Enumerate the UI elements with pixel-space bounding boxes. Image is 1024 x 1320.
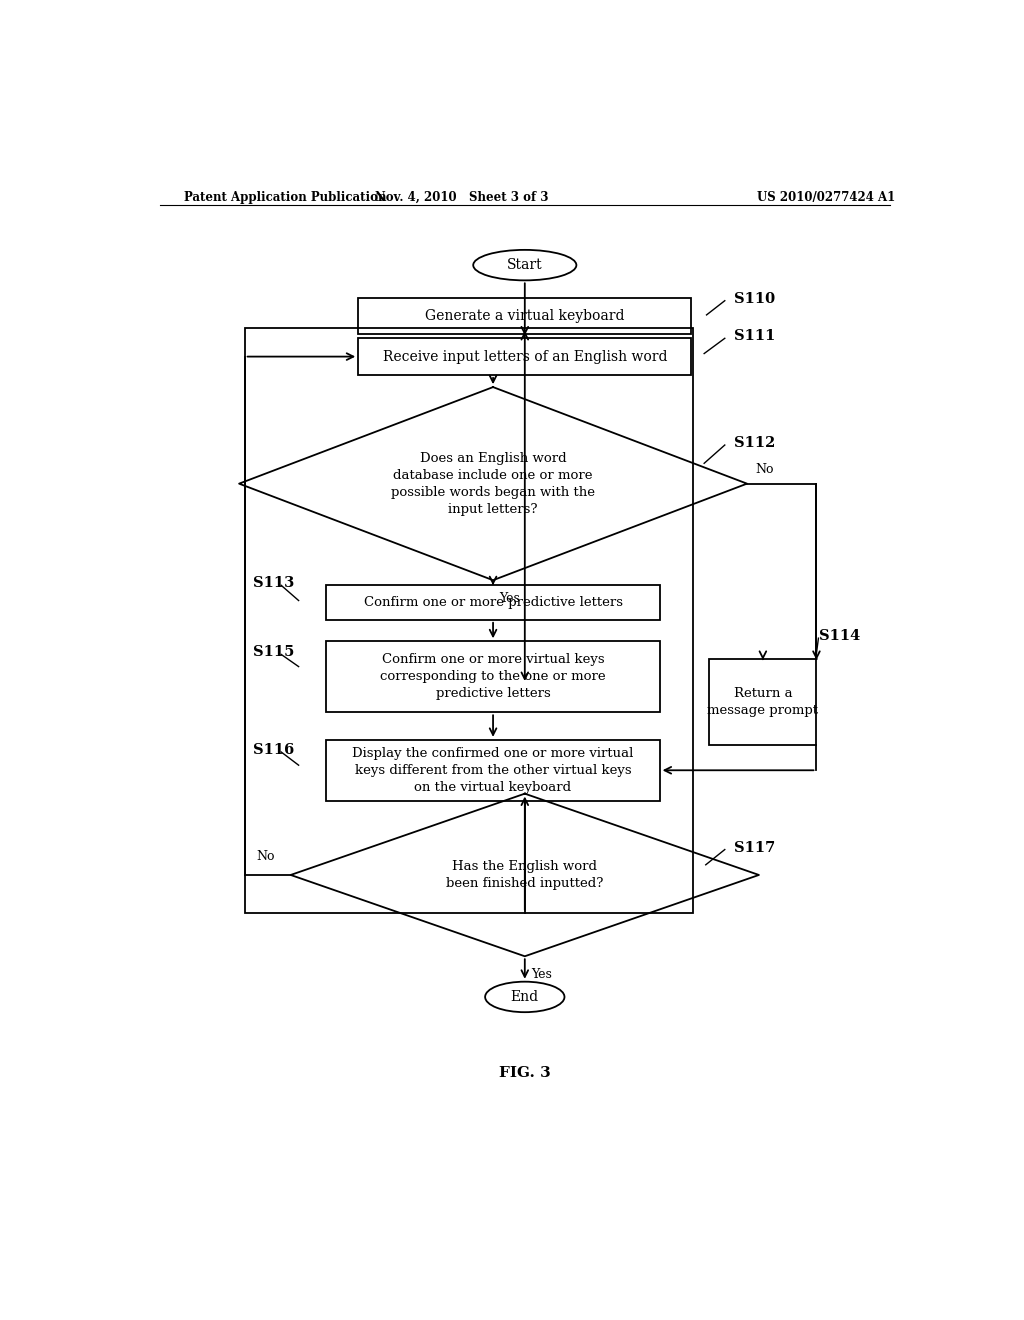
- Text: No: No: [755, 462, 773, 475]
- Text: Generate a virtual keyboard: Generate a virtual keyboard: [425, 309, 625, 323]
- Bar: [710, 659, 816, 746]
- Text: S111: S111: [733, 329, 775, 343]
- Bar: [358, 338, 691, 375]
- Text: Confirm one or more predictive letters: Confirm one or more predictive letters: [364, 597, 623, 609]
- Text: S114: S114: [819, 630, 860, 643]
- Bar: [327, 585, 659, 620]
- Text: Has the English word
been finished inputted?: Has the English word been finished input…: [446, 859, 603, 890]
- Text: No: No: [256, 850, 274, 863]
- Bar: [358, 297, 691, 334]
- Text: Start: Start: [507, 259, 543, 272]
- Text: Display the confirmed one or more virtual
keys different from the other virtual : Display the confirmed one or more virtua…: [352, 747, 634, 793]
- Text: S110: S110: [733, 292, 774, 306]
- Bar: [327, 739, 659, 801]
- Text: FIG. 3: FIG. 3: [499, 1067, 551, 1080]
- Text: Patent Application Publication: Patent Application Publication: [183, 190, 386, 203]
- Text: S112: S112: [733, 436, 775, 450]
- Bar: [245, 329, 693, 912]
- Text: S116: S116: [253, 743, 295, 756]
- Text: S117: S117: [733, 841, 775, 854]
- Text: Nov. 4, 2010   Sheet 3 of 3: Nov. 4, 2010 Sheet 3 of 3: [375, 190, 548, 203]
- Text: End: End: [511, 990, 539, 1005]
- Bar: [327, 642, 659, 713]
- Text: Receive input letters of an English word: Receive input letters of an English word: [383, 350, 667, 363]
- Text: S115: S115: [253, 645, 295, 660]
- Text: US 2010/0277424 A1: US 2010/0277424 A1: [757, 190, 896, 203]
- Text: Confirm one or more virtual keys
corresponding to the one or more
predictive let: Confirm one or more virtual keys corresp…: [380, 653, 606, 701]
- Text: Yes: Yes: [500, 593, 520, 606]
- Text: Yes: Yes: [531, 969, 552, 982]
- Text: Return a
message prompt: Return a message prompt: [708, 688, 818, 717]
- Text: Does an English word
database include one or more
possible words began with the
: Does an English word database include on…: [391, 451, 595, 516]
- Text: S113: S113: [253, 577, 295, 590]
